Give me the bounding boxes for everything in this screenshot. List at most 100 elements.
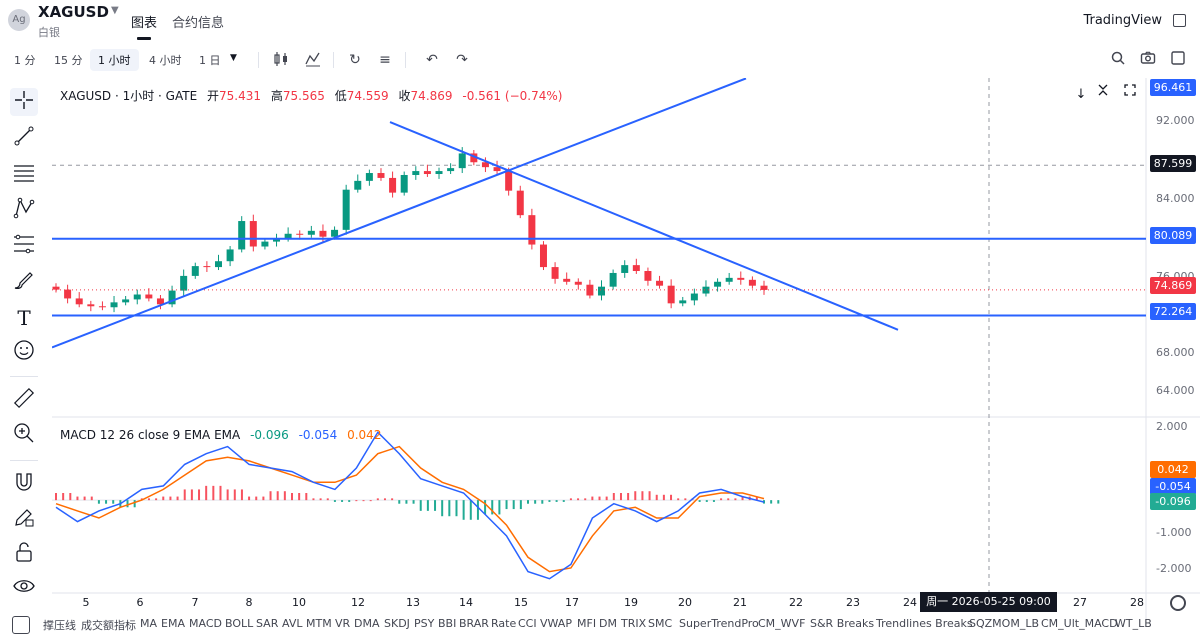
arrow-down-icon[interactable]: ↓ [1075,87,1087,102]
candle-body [133,294,141,300]
indicator-item[interactable]: CM_WVF [758,617,806,630]
symbol-name[interactable]: XAGUSD [38,3,109,21]
indicator-item[interactable]: SQZMOM_LB [969,617,1039,630]
lock-icon[interactable] [10,540,38,568]
indicator-item[interactable]: CM_Ult_MACD [1041,617,1118,630]
magnet-icon[interactable] [10,470,38,498]
indicator-item[interactable]: BBI [438,617,457,630]
indicator-item[interactable]: BOLL [225,617,254,630]
macd-histogram-bar [355,500,358,502]
candle-body [284,233,292,239]
indicator-item[interactable]: S&R Breaks [810,617,875,630]
symbol-dropdown-icon[interactable]: ▼ [111,5,119,16]
candle-body [667,285,675,304]
legend-change: -0.561 [462,89,502,103]
candles-icon[interactable] [271,50,291,70]
trendline-icon[interactable] [10,124,38,152]
crosshair-icon[interactable] [10,88,38,116]
macd-histogram-bar [434,500,437,511]
indicator-item[interactable]: MTM [306,617,332,630]
indicator-item[interactable]: SMC [648,617,673,630]
timeframe-dropdown-icon[interactable]: ▼ [230,53,237,63]
macd-histogram-bar [162,496,165,501]
legend-open-label: 开 [207,89,220,103]
symbol-subtitle: 白银 [38,26,60,39]
indicator-item[interactable]: Trendlines Breaks [876,617,973,630]
candle-body [539,244,547,268]
macd-hist-value: -0.096 [250,428,289,442]
candle-body [632,265,640,272]
candle-body [435,171,443,175]
candle-body [389,177,397,193]
macd-histogram-bar [276,491,279,501]
indicator-item[interactable]: MA [140,617,158,630]
indicator-item[interactable]: 成交额指标 [81,619,136,632]
layout-icon[interactable] [1168,50,1188,70]
alert-icon[interactable]: ≡ [379,52,391,68]
horizontal-lines-icon[interactable] [10,160,38,188]
candle-body [737,277,745,280]
calendar-icon[interactable] [12,616,30,634]
ruler-icon[interactable] [10,386,38,414]
eye-icon[interactable] [10,574,38,602]
macd-histogram-bar [126,500,129,508]
indicator-item[interactable]: VWAP [540,617,572,630]
timeframe-1d[interactable]: 1 日 [199,54,221,67]
indicator-item[interactable]: CCI [518,617,537,630]
indicator-item[interactable]: BRAR [459,617,489,630]
candle-body [273,238,281,242]
macd-histogram-bar [262,496,265,501]
tab-contract-info[interactable]: 合约信息 [172,16,225,31]
zoom-in-icon[interactable] [10,421,38,449]
timeframe-4h[interactable]: 4 小时 [149,54,182,67]
macd-histogram-bar [534,500,537,504]
macd-histogram-bar [105,500,108,504]
indicator-item[interactable]: DMA [354,617,380,630]
search-icon[interactable] [1108,50,1128,70]
undo-icon[interactable]: ↶ [426,52,438,68]
timeframe-15m[interactable]: 15 分 [54,54,83,67]
fullscreen-icon[interactable] [1173,14,1186,27]
emoji-icon[interactable] [10,338,38,366]
indicator-item[interactable]: EMA [161,617,185,630]
indicator-item[interactable]: SuperTrendPro [679,617,759,630]
indicator-item[interactable]: PSY [414,617,435,630]
maximize-pane-icon[interactable] [1124,84,1146,106]
indicator-item[interactable]: MFI [577,617,597,630]
fib-icon[interactable] [10,232,38,260]
pencil-lock-icon[interactable] [10,505,38,533]
chart-area[interactable]: XAGUSD · 1小时 · GATE 开75.431 高75.565 低74.… [52,78,1200,620]
indicator-item[interactable]: TRIX [621,617,647,630]
macd-histogram-bar [619,493,622,501]
timeframe-1h[interactable]: 1 小时 [90,49,139,71]
indicator-item[interactable]: DM [599,617,617,630]
candle-body [52,286,60,290]
indicators-icon[interactable] [303,50,323,70]
indicator-item[interactable]: AVL [282,617,303,630]
replay-icon[interactable]: ↻ [349,52,361,68]
brush-icon[interactable] [10,268,38,296]
time-axis[interactable]: 5 6 7 8 10 12 13 14 15 17 19 20 21 22 23… [52,594,1146,612]
collapse-toolbar-icon[interactable]: ‹ [44,620,48,630]
pattern-icon[interactable] [10,196,38,224]
macd-histogram-bar [484,500,487,515]
indicator-item[interactable]: VR [335,617,351,630]
indicator-item[interactable]: Rate [491,617,517,630]
camera-icon[interactable] [1138,50,1158,70]
indicator-item[interactable]: WT_LB [1115,617,1152,630]
collapse-pane-icon[interactable] [1097,84,1119,106]
indicator-item[interactable]: SAR [256,617,279,630]
redo-icon[interactable]: ↷ [456,52,468,68]
candle-body [238,221,246,250]
indicator-item[interactable]: MACD [189,617,222,630]
toolbar-divider [258,52,259,68]
time-tick: 27 [1073,596,1087,609]
text-icon[interactable]: T [17,306,31,330]
tab-chart[interactable]: 图表 [131,16,158,31]
indicator-item[interactable]: 撑压线 [43,619,76,632]
price-label-crosshair: 87.599 [1150,155,1196,172]
settings-icon[interactable] [1170,595,1186,611]
chart-canvas[interactable] [52,78,1200,620]
timeframe-1m[interactable]: 1 分 [14,54,36,67]
indicator-item[interactable]: SKDJ [384,617,410,630]
